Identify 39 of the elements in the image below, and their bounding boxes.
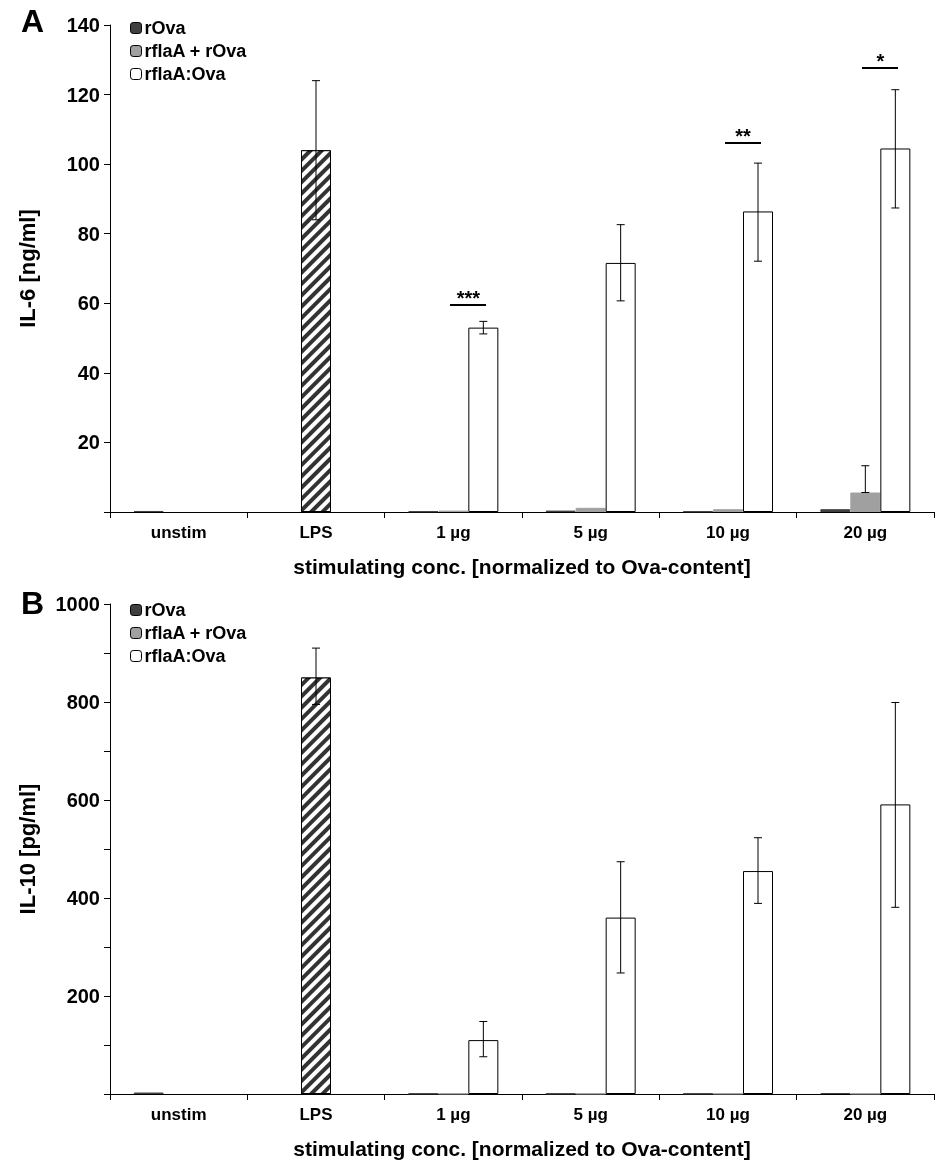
y-axis-title: IL-6 [ng/ml] [14,209,40,328]
annotation: * [862,50,899,72]
legend-label: rflaA:Ova [144,64,227,84]
x-tick-label: 5 µg [573,523,608,542]
y-tick-label: 60 [77,292,100,315]
x-axis-title: stimulating conc. [normalized to Ova-content] [293,555,751,578]
y-tick-label: 800 [66,691,100,713]
y-tick-label: 600 [66,789,100,811]
x-axis-title: stimulating conc. [normalized to Ova-content] [293,1137,751,1160]
chart-title: B [21,585,45,621]
x-tick-label: 10 µg [706,523,750,542]
y-tick-label: 120 [66,83,100,106]
y-tick-label: 1000 [55,593,100,615]
legend-label: rOva [144,18,187,38]
x-tick-label: 1 µg [436,1105,471,1124]
y-tick-label: 400 [66,887,100,909]
legend-label: rflaA + rOva [144,41,248,61]
x-tick-label: 10 µg [706,1105,750,1124]
legend-label: rflaA + rOva [144,623,248,643]
y-tick-label: 20 [77,431,100,454]
x-tick-label: 5 µg [573,1105,608,1124]
x-tick-label: 20 µg [843,523,888,542]
x-tick-label: 20 µg [843,1105,888,1124]
annotation: ** [725,125,761,147]
y-tick-label: 40 [77,361,100,384]
x-tick-label: 1 µg [436,523,471,542]
y-tick-label: 200 [66,985,100,1007]
annotation: *** [450,287,487,309]
legend-label: rOva [144,600,187,620]
x-tick-label: unstim [150,523,207,542]
x-tick-label: LPS [299,1105,333,1124]
y-axis-title: IL-10 [pg/ml] [14,783,40,915]
x-tick-label: LPS [299,523,333,542]
chart-title: A [21,3,45,39]
y-tick-label: 100 [66,153,100,176]
x-tick-label: unstim [150,1105,207,1124]
legend-label: rflaA:Ova [144,646,227,666]
y-tick-label: 140 [66,14,100,36]
y-tick-label: 80 [77,222,100,245]
